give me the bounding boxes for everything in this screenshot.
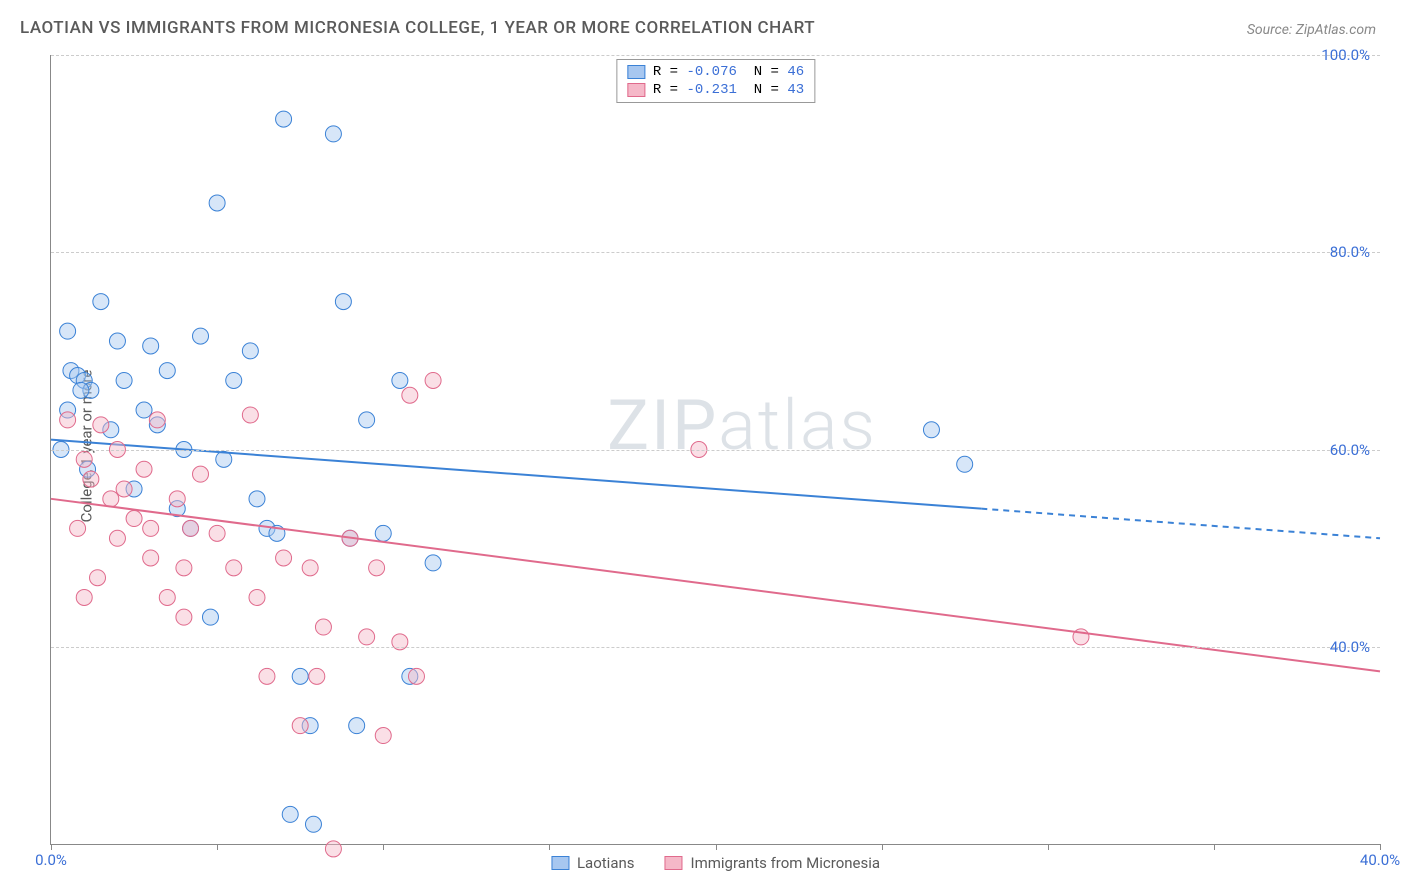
source-attribution: Source: ZipAtlas.com <box>1247 22 1376 38</box>
data-point <box>73 382 89 398</box>
data-point <box>159 589 175 605</box>
data-point <box>183 520 199 536</box>
y-tick-label: 40.0% <box>1330 638 1370 656</box>
data-point <box>143 550 159 566</box>
x-tick <box>51 844 52 850</box>
x-tick <box>1214 844 1215 850</box>
y-tick-label: 80.0% <box>1330 243 1370 261</box>
data-point <box>93 417 109 433</box>
gridline <box>51 252 1380 253</box>
data-point <box>176 609 192 625</box>
data-point <box>369 560 385 576</box>
data-point <box>109 333 125 349</box>
swatch-blue <box>627 65 645 79</box>
trend-line-dashed <box>981 509 1380 539</box>
data-point <box>93 294 109 310</box>
data-point <box>60 323 76 339</box>
data-point <box>226 560 242 576</box>
data-point <box>159 363 175 379</box>
series-legend: Laotians Immigrants from Micronesia <box>551 854 880 872</box>
data-point <box>276 111 292 127</box>
data-point <box>249 491 265 507</box>
data-point <box>242 407 258 423</box>
data-point <box>202 609 218 625</box>
gridline <box>51 647 1380 648</box>
legend-item-laotians: Laotians <box>551 854 635 872</box>
stats-legend: R = -0.076 N = 46 R = -0.231 N = 43 <box>616 59 815 103</box>
data-point <box>375 728 391 744</box>
data-point <box>359 629 375 645</box>
data-point <box>375 525 391 541</box>
data-point <box>136 461 152 477</box>
data-point <box>325 126 341 142</box>
data-point <box>193 466 209 482</box>
y-tick-label: 100.0% <box>1321 46 1370 64</box>
data-point <box>209 195 225 211</box>
data-point <box>957 456 973 472</box>
data-point <box>149 412 165 428</box>
data-point <box>325 841 341 857</box>
data-point <box>335 294 351 310</box>
y-tick-label: 60.0% <box>1330 441 1370 459</box>
stats-row-series-a: R = -0.076 N = 46 <box>627 64 804 80</box>
data-point <box>402 387 418 403</box>
data-point <box>136 402 152 418</box>
data-point <box>315 619 331 635</box>
gridline <box>51 450 1380 451</box>
data-point <box>76 589 92 605</box>
data-point <box>302 560 318 576</box>
data-point <box>109 530 125 546</box>
data-point <box>226 372 242 388</box>
data-point <box>425 555 441 571</box>
data-point <box>349 718 365 734</box>
data-point <box>76 451 92 467</box>
data-point <box>126 511 142 527</box>
data-point <box>103 491 119 507</box>
data-point <box>309 668 325 684</box>
x-tick <box>549 844 550 850</box>
x-tick-label: 0.0% <box>35 851 67 869</box>
x-tick <box>1380 844 1381 850</box>
data-point <box>60 412 76 428</box>
x-tick <box>383 844 384 850</box>
data-point <box>425 372 441 388</box>
swatch-blue <box>551 856 569 870</box>
data-point <box>292 668 308 684</box>
data-point <box>282 806 298 822</box>
data-point <box>116 481 132 497</box>
data-point <box>143 520 159 536</box>
data-point <box>923 422 939 438</box>
trend-line <box>51 499 1380 672</box>
data-point <box>408 668 424 684</box>
data-point <box>276 550 292 566</box>
data-point <box>392 372 408 388</box>
data-point <box>143 338 159 354</box>
data-point <box>305 816 321 832</box>
data-point <box>193 328 209 344</box>
swatch-pink <box>627 83 645 97</box>
data-point <box>242 343 258 359</box>
scatter-plot: ZIPatlas R = -0.076 N = 46 R = -0.231 N … <box>50 55 1380 845</box>
data-point <box>292 718 308 734</box>
x-tick <box>882 844 883 850</box>
x-tick-label: 40.0% <box>1360 851 1400 869</box>
data-point <box>359 412 375 428</box>
x-tick <box>1048 844 1049 850</box>
data-point <box>176 560 192 576</box>
data-point <box>209 525 225 541</box>
data-point <box>116 372 132 388</box>
chart-title: LAOTIAN VS IMMIGRANTS FROM MICRONESIA CO… <box>20 18 815 38</box>
data-point <box>259 668 275 684</box>
swatch-pink <box>665 856 683 870</box>
data-point <box>90 570 106 586</box>
data-point <box>83 471 99 487</box>
gridline <box>51 55 1380 56</box>
data-point <box>169 491 185 507</box>
stats-row-series-b: R = -0.231 N = 43 <box>627 82 804 98</box>
data-point <box>249 589 265 605</box>
legend-item-micronesia: Immigrants from Micronesia <box>665 854 881 872</box>
data-point <box>70 520 86 536</box>
x-tick <box>716 844 717 850</box>
x-tick <box>217 844 218 850</box>
